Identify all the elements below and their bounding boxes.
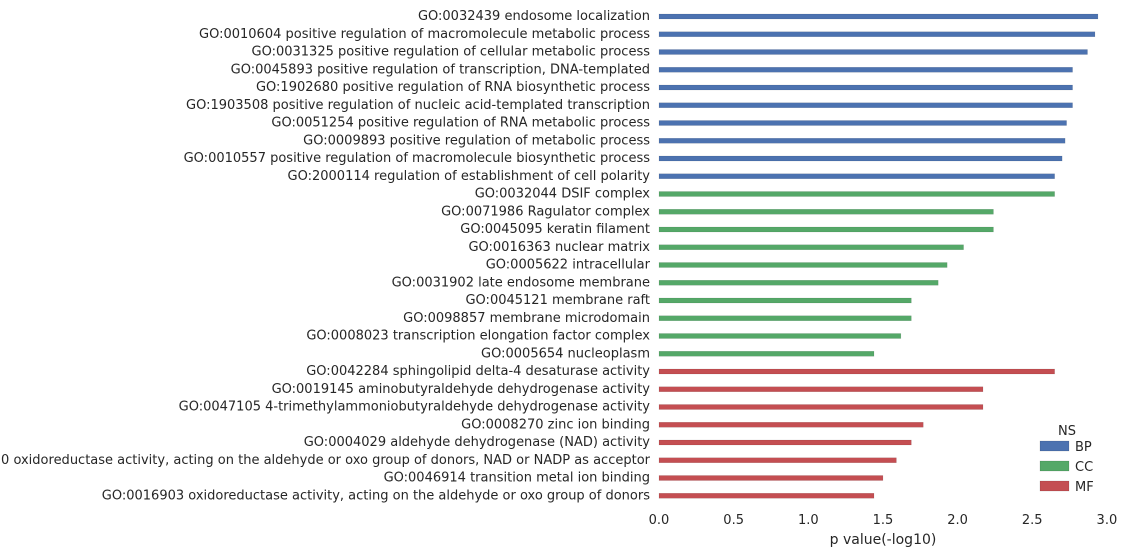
- bar-mf: [658, 404, 984, 410]
- category-label: GO:0008270 zinc ion binding: [461, 417, 650, 432]
- category-label: GO:0031902 late endosome membrane: [392, 275, 650, 290]
- bar-bp: [658, 84, 1073, 91]
- legend-swatch-cc: [1039, 460, 1070, 472]
- legend-title: NS: [1058, 424, 1076, 439]
- category-label: GO:0016363 nuclear matrix: [468, 240, 650, 255]
- category-label: GO:0009893 positive regulation of metabo…: [303, 133, 650, 148]
- category-label: GO:0016903 oxidoreductase activity, acti…: [102, 488, 650, 503]
- bar-cc: [658, 209, 994, 215]
- bar-cc: [658, 191, 1055, 197]
- bar-mf: [658, 368, 1055, 375]
- x-tick-label: 2.0: [947, 513, 968, 528]
- bar-mf: [658, 475, 884, 481]
- category-label: GO:0045095 keratin filament: [460, 222, 650, 237]
- category-label: GO:1903508 positive regulation of nuclei…: [186, 98, 650, 113]
- bar-bp: [658, 120, 1067, 126]
- category-label: GO:0004029 aldehyde dehydrogenase (NAD) …: [304, 435, 651, 450]
- x-axis-ticks-group: 0.0 0.5 1.0 1.5 2.0 2.5 3.0: [649, 513, 1118, 528]
- category-label: GO:0051254 positive regulation of RNA me…: [271, 116, 650, 131]
- x-tick-label: 2.5: [1022, 513, 1043, 528]
- category-labels-group: GO:0032439 endosome localization GO:00106…: [0, 9, 651, 503]
- bar-bp: [658, 49, 1088, 55]
- bar-bp: [658, 155, 1063, 162]
- x-tick-label: 1.0: [798, 513, 819, 528]
- bar-cc: [658, 333, 902, 339]
- legend: NS BP CC MF: [1039, 424, 1094, 495]
- bar-cc: [658, 262, 948, 268]
- category-label: GO:2000114 regulation of establishment o…: [288, 169, 651, 184]
- bar-bp: [658, 138, 1066, 144]
- bar-bp: [658, 31, 1096, 37]
- category-label: GO:0045893 positive regulation of transc…: [231, 62, 650, 77]
- bar-mf: [658, 386, 984, 392]
- bar-bp: [658, 67, 1073, 73]
- bar-cc: [658, 280, 939, 286]
- bar-mf: [658, 457, 897, 463]
- bars-group: [658, 13, 1099, 499]
- category-label: GO:0019145 aminobutyraldehyde dehydrogen…: [272, 382, 651, 397]
- category-label: GO:0042284 sphingolipid delta-4 desatura…: [306, 364, 650, 379]
- bar-bp: [658, 173, 1055, 179]
- bar-cc: [658, 244, 964, 250]
- legend-label-mf: MF: [1075, 480, 1094, 495]
- category-label: GO:0071986 Ragulator complex: [441, 204, 650, 219]
- bar-cc: [658, 315, 912, 321]
- category-label: GO:0005654 nucleoplasm: [481, 346, 650, 361]
- category-label: GO:0046914 transition metal ion binding: [384, 471, 650, 486]
- legend-swatch-mf: [1039, 480, 1070, 492]
- category-label: GO:0032044 DSIF complex: [475, 187, 651, 202]
- bar-mf: [658, 493, 875, 499]
- category-label: GO:0016620 oxidoreductase activity, acti…: [0, 453, 651, 468]
- category-label: GO:1902680 positive regulation of RNA bi…: [256, 80, 650, 95]
- x-tick-label: 3.0: [1097, 513, 1118, 528]
- category-label: GO:0047105 4-trimethylammoniobutyraldehy…: [179, 400, 651, 415]
- legend-label-bp: BP: [1075, 440, 1092, 455]
- category-label: GO:0008023 transcription elongation fact…: [306, 329, 650, 344]
- bar-mf: [658, 422, 924, 428]
- legend-label-cc: CC: [1075, 460, 1093, 475]
- category-label: GO:0010557 positive regulation of macrom…: [184, 151, 651, 166]
- x-axis-label: p value(-log10): [830, 532, 937, 548]
- bar-cc: [658, 297, 912, 304]
- x-tick-label: 0.5: [723, 513, 744, 528]
- category-label: GO:0098857 membrane microdomain: [403, 311, 650, 326]
- category-label: GO:0010604 positive regulation of macrom…: [199, 27, 650, 42]
- x-tick-label: 0.0: [649, 513, 670, 528]
- category-label: GO:0005622 intracellular: [486, 258, 651, 273]
- bar-cc: [658, 351, 875, 357]
- bar-cc: [658, 226, 994, 233]
- category-label: GO:0031325 positive regulation of cellul…: [252, 45, 651, 60]
- category-label: GO:0032439 endosome localization: [418, 9, 650, 24]
- bar-mf: [658, 439, 912, 446]
- x-tick-label: 1.5: [873, 513, 894, 528]
- bar-bp: [658, 102, 1073, 108]
- legend-swatch-bp: [1039, 440, 1070, 452]
- category-label: GO:0045121 membrane raft: [465, 293, 650, 308]
- bar-bp: [658, 13, 1099, 20]
